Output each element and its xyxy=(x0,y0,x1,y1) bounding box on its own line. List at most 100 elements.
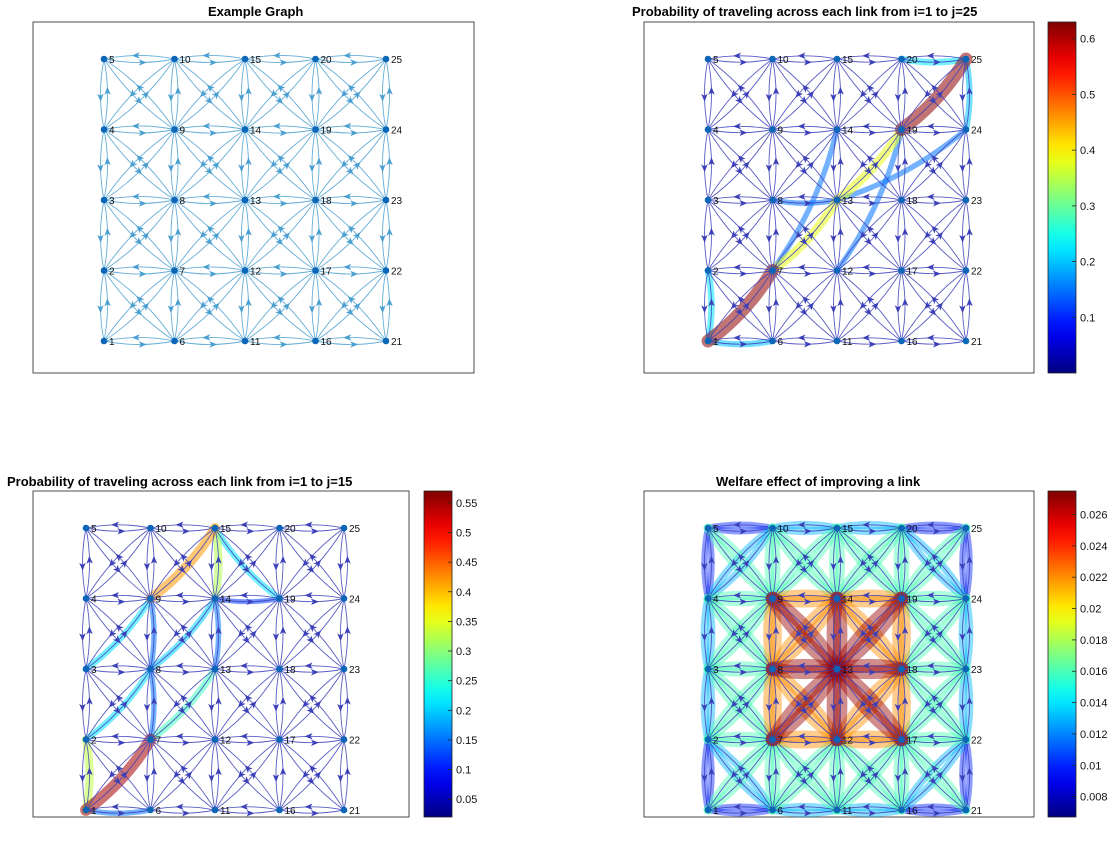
edge-4-8 xyxy=(85,598,151,670)
edge-arrow xyxy=(708,298,715,307)
node-8 xyxy=(769,665,776,673)
edge-8-12 xyxy=(150,668,216,740)
edge-arrow xyxy=(131,122,140,130)
edge-arrow xyxy=(141,302,150,311)
edge-arrow xyxy=(174,227,182,236)
edge-17-21 xyxy=(279,739,345,811)
edge-arrow xyxy=(199,159,208,168)
edge-arrow xyxy=(701,633,708,642)
edge-arrow xyxy=(272,774,280,783)
edge-arrow xyxy=(733,264,742,271)
edge-arrow xyxy=(238,164,245,173)
edge-arrow xyxy=(180,694,189,703)
edge-arrow xyxy=(248,771,257,780)
node-label: 15 xyxy=(842,55,854,66)
edge-arrow xyxy=(928,166,937,175)
node-label: 19 xyxy=(285,595,297,606)
edge-12-11 xyxy=(833,270,838,342)
edge-arrow xyxy=(167,305,175,314)
edge-4-8 xyxy=(103,129,175,201)
edge-9-15 xyxy=(772,527,838,599)
edge-17-12 xyxy=(214,735,280,740)
edge-arrow xyxy=(304,803,313,810)
edge-13-18 xyxy=(836,199,902,204)
edge-arrow xyxy=(837,157,844,166)
node-label: 15 xyxy=(220,524,232,535)
edge-18-13 xyxy=(244,196,316,201)
edge-arrow xyxy=(837,298,844,307)
edge-14-20 xyxy=(214,527,280,599)
node-22 xyxy=(340,736,348,743)
edge-arrow xyxy=(270,159,279,168)
edge-18-19 xyxy=(901,129,906,201)
edge-22-18 xyxy=(901,199,967,271)
edge-13-8 xyxy=(174,196,246,201)
edge-arrow xyxy=(248,559,257,569)
node-12 xyxy=(833,267,841,274)
node-label: 8 xyxy=(778,196,784,207)
edge-arrow xyxy=(184,630,193,639)
edge-12-17 xyxy=(836,270,902,275)
edge-1-2 xyxy=(85,739,90,811)
node-label: 24 xyxy=(391,126,403,137)
edge-16-22 xyxy=(901,739,967,811)
edge-22-21 xyxy=(382,270,387,342)
node-label: 21 xyxy=(971,806,983,817)
edge-arrow xyxy=(932,59,941,66)
edge-arrow xyxy=(237,558,246,567)
edge-arrow xyxy=(143,703,151,712)
edge-14-9 xyxy=(772,594,838,599)
colorbar-tick-label: 0.01 xyxy=(1080,760,1101,772)
edge-9-8 xyxy=(146,598,151,670)
edge-arrow xyxy=(117,810,126,817)
edge-arrow xyxy=(830,562,837,571)
edge-9-8 xyxy=(768,598,773,670)
edge-arrow xyxy=(150,555,158,564)
edge-arrow xyxy=(928,564,937,573)
colorbar-tick-label: 0.15 xyxy=(456,735,477,747)
edge-19-18 xyxy=(897,598,902,670)
node-14 xyxy=(833,595,841,602)
node-24 xyxy=(340,595,348,602)
edge-6-12 xyxy=(174,270,246,342)
edge-arrow xyxy=(797,592,806,599)
edge-14-13 xyxy=(833,598,838,670)
edge-23-24 xyxy=(385,129,390,201)
edge-19-18 xyxy=(897,129,902,201)
edge-13-7 xyxy=(174,199,246,271)
node-7 xyxy=(769,736,776,743)
edge-9-10 xyxy=(772,527,777,599)
edge-9-8 xyxy=(170,129,175,201)
edge-arrow xyxy=(966,227,973,236)
edge-11-12 xyxy=(836,270,841,342)
edge-arrow xyxy=(894,633,902,642)
node-5 xyxy=(100,55,108,63)
panel-2: 1234567891011121314151617181920212223242… xyxy=(643,21,1095,374)
edge-arrow xyxy=(308,164,316,173)
node-16 xyxy=(898,337,905,345)
directed-edges xyxy=(97,52,393,348)
node-22 xyxy=(962,736,970,743)
edge-15-20 xyxy=(244,58,316,63)
edge-19-14 xyxy=(214,594,280,599)
edge-arrow xyxy=(204,166,213,175)
edge-arrow xyxy=(199,89,208,98)
node-label: 11 xyxy=(220,806,231,817)
edge-24-18 xyxy=(279,598,345,670)
edge-25-19 xyxy=(901,58,967,130)
edge-17-22 xyxy=(901,739,967,744)
node-label: 8 xyxy=(156,665,162,676)
edge-12-11 xyxy=(241,270,246,342)
edge-arrow xyxy=(352,232,361,241)
edge-arrow xyxy=(772,555,780,564)
edge-3-7 xyxy=(85,668,151,740)
edge-arrow xyxy=(270,230,279,239)
edge-arrow xyxy=(138,270,147,278)
node-label: 7 xyxy=(180,267,186,278)
edge-6-12 xyxy=(772,270,838,342)
edge-23-19 xyxy=(901,598,967,670)
edge-arrow xyxy=(131,334,140,341)
edge-23-18 xyxy=(315,196,387,201)
edge-arrow xyxy=(932,200,941,207)
node-label: 3 xyxy=(91,665,97,676)
